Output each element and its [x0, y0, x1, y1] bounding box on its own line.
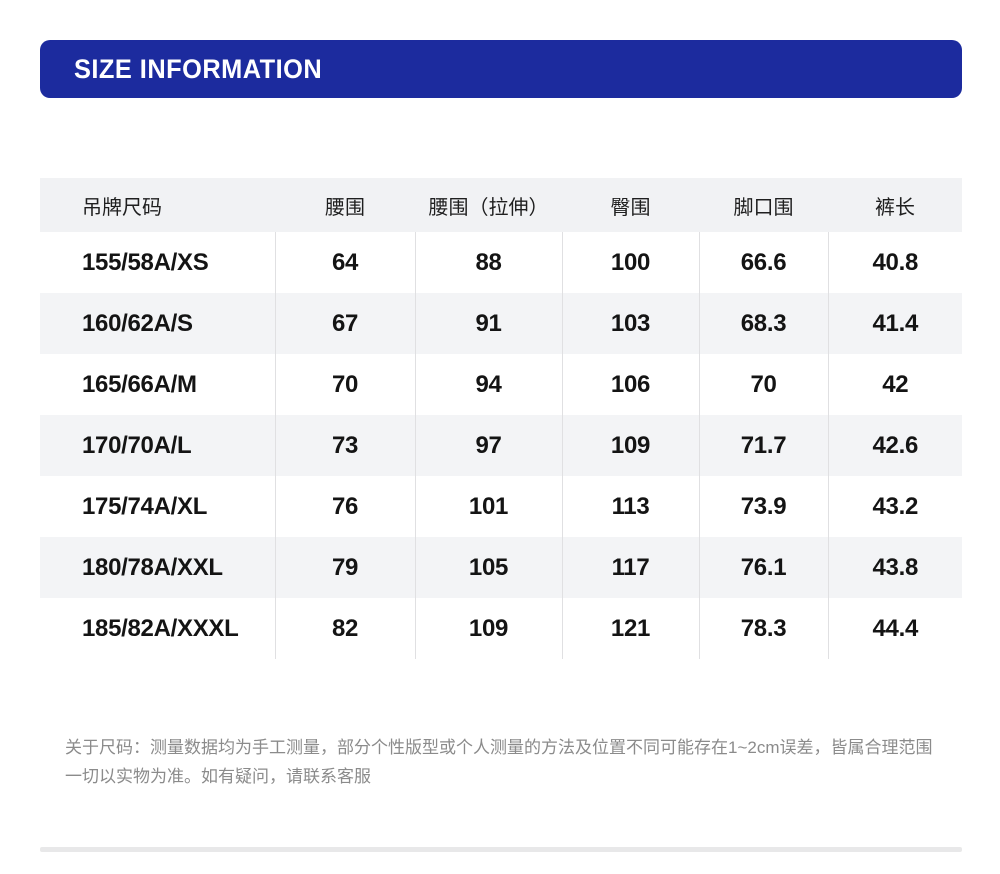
- section-title: SIZE INFORMATION: [74, 53, 323, 84]
- measurement-cell: 117: [561, 537, 699, 598]
- size-table: 吊牌尺码 腰围 腰围（拉伸） 臀围 脚口围 裤长 155/58A/XS 64 88 100 66.…: [40, 178, 962, 659]
- measurement-cell: 64: [274, 232, 415, 293]
- section-title-bar: SIZE INFORMATION: [40, 40, 962, 98]
- table-row: 185/82A/XXXL 82 109 121 78.3 44.4: [40, 598, 962, 659]
- column-header-0: 吊牌尺码: [40, 178, 275, 232]
- table-row: 155/58A/XS 64 88 100 66.6 40.8: [40, 232, 962, 293]
- measurement-cell: 94: [414, 354, 562, 415]
- size-table-body: 155/58A/XS 64 88 100 66.6 40.8 160/62A/S 67 91 10…: [40, 232, 962, 659]
- table-row: 160/62A/S 67 91 103 68.3 41.4: [40, 293, 962, 354]
- measurement-cell: 68.3: [698, 293, 828, 354]
- content-column: SIZE INFORMATION 吊牌尺码 腰围 腰围（拉伸） 臀围 脚口围 裤长 155…: [40, 0, 962, 852]
- measurement-cell: 105: [414, 537, 562, 598]
- size-note: 关于尺码：测量数据均为手工测量，部分个性版型或个人测量的方法及位置不同可能存在1…: [65, 738, 933, 786]
- measurement-cell: 76.1: [698, 537, 828, 598]
- measurement-cell: 100: [561, 232, 699, 293]
- measurement-cell: 71.7: [698, 415, 828, 476]
- size-code-cell: 185/82A/XXXL: [82, 614, 239, 642]
- measurement-cell: 78.3: [698, 598, 828, 659]
- measurement-cell: 109: [561, 415, 699, 476]
- measurement-cell: 121: [561, 598, 699, 659]
- table-row: 180/78A/XXL 79 105 117 76.1 43.8: [40, 537, 962, 598]
- measurement-cell: 67: [274, 293, 415, 354]
- measurement-cell: 43.8: [827, 537, 962, 598]
- column-header-1: 腰围: [275, 178, 415, 232]
- column-header-2: 腰围（拉伸）: [415, 178, 562, 232]
- size-table-head: 吊牌尺码 腰围 腰围（拉伸） 臀围 脚口围 裤长: [40, 178, 962, 232]
- size-code-cell: 160/62A/S: [40, 293, 275, 354]
- measurement-cell: 106: [561, 354, 699, 415]
- measurement-cell: 44.4: [827, 598, 962, 659]
- measurement-cell: 103: [561, 293, 699, 354]
- size-code-cell: 175/74A/XL: [82, 492, 208, 520]
- measurement-cell: 41.4: [827, 293, 962, 354]
- measurement-cell: 88: [414, 232, 562, 293]
- column-header-4: 脚口围: [699, 178, 828, 232]
- table-row: 170/70A/L 73 97 109 71.7 42.6: [40, 415, 962, 476]
- table-row: 175/74A/XL 76 101 113 73.9 43.2: [40, 476, 962, 537]
- table-row: 165/66A/M 70 94 106 70 42: [40, 354, 962, 415]
- measurement-cell: 73.9: [698, 476, 828, 537]
- measurement-cell: 43.2: [827, 476, 962, 537]
- bottom-divider: [40, 847, 962, 852]
- measurement-cell: 97: [414, 415, 562, 476]
- size-code-cell: 155/58A/XS: [82, 248, 209, 276]
- size-code-cell: 170/70A/L: [40, 415, 275, 476]
- column-header-5: 裤长: [828, 178, 962, 232]
- measurement-cell: 42.6: [827, 415, 962, 476]
- measurement-cell: 70: [274, 354, 415, 415]
- measurement-cell: 42: [827, 354, 962, 415]
- measurement-cell: 73: [274, 415, 415, 476]
- size-table-header-row: 吊牌尺码 腰围 腰围（拉伸） 臀围 脚口围 裤长: [40, 178, 962, 232]
- measurement-cell: 70: [698, 354, 828, 415]
- measurement-cell: 40.8: [827, 232, 962, 293]
- size-code-cell: 165/66A/M: [82, 370, 197, 398]
- measurement-cell: 91: [414, 293, 562, 354]
- measurement-cell: 66.6: [698, 232, 828, 293]
- column-header-3: 臀围: [562, 178, 699, 232]
- measurement-cell: 76: [274, 476, 415, 537]
- measurement-cell: 109: [414, 598, 562, 659]
- measurement-cell: 101: [414, 476, 562, 537]
- measurement-cell: 113: [561, 476, 699, 537]
- measurement-cell: 79: [274, 537, 415, 598]
- measurement-cell: 82: [274, 598, 415, 659]
- size-code-cell: 180/78A/XXL: [40, 537, 275, 598]
